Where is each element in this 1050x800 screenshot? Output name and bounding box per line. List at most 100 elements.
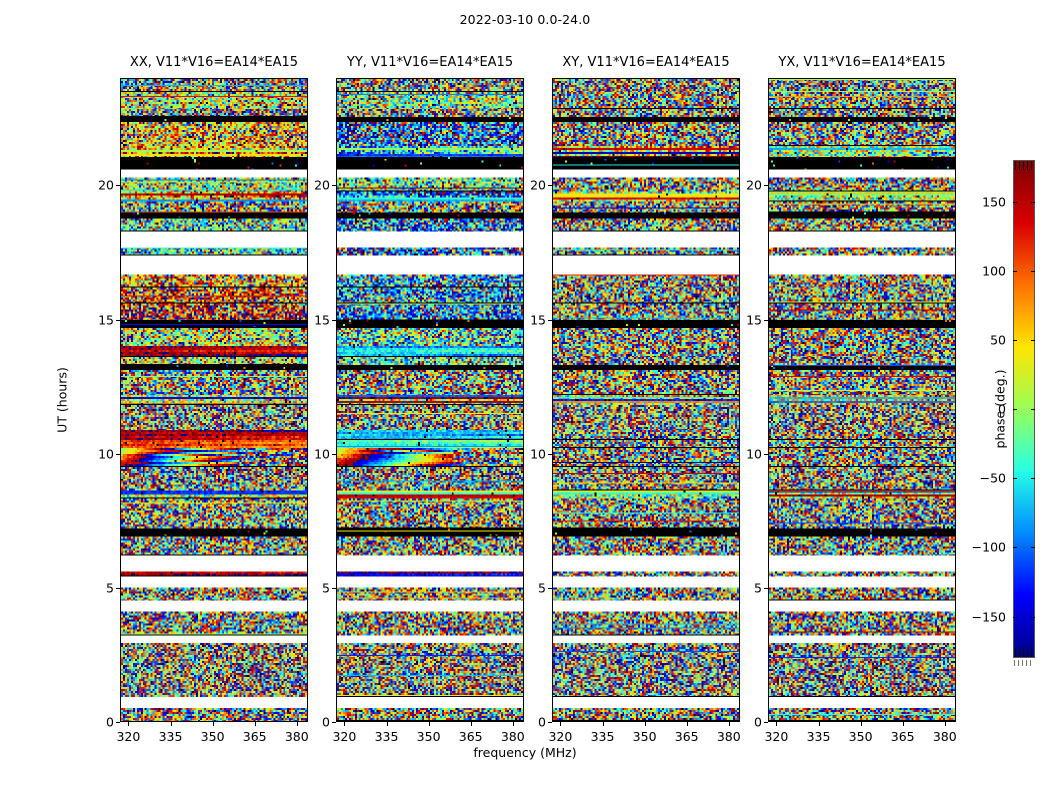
x-tick-label: 335 xyxy=(158,729,183,744)
y-tick-mark xyxy=(764,319,768,321)
colorbar-tick-mark xyxy=(1013,270,1017,272)
colorbar-under-hatch xyxy=(1015,648,1033,657)
x-tick-label: 380 xyxy=(500,729,525,744)
x-tick-label: 380 xyxy=(284,729,309,744)
x-tick-label: 365 xyxy=(890,729,915,744)
y-tick-label: 10 xyxy=(98,446,114,462)
axes-xx[interactable] xyxy=(120,78,308,722)
x-tick-mark xyxy=(170,722,172,726)
y-tick-mark xyxy=(116,587,120,589)
colorbar-bad-swatch xyxy=(1014,660,1034,666)
colorbar-tick-label: −50 xyxy=(979,470,1006,486)
colorbar-tick-label: −150 xyxy=(971,609,1006,624)
colorbar-tick-mark xyxy=(1013,547,1017,549)
x-tick-label: 350 xyxy=(848,729,873,744)
y-tick-label: 0 xyxy=(322,714,330,730)
colorbar-tick-mark xyxy=(1031,201,1035,203)
x-tick-label: 320 xyxy=(764,729,789,744)
subplot-yy: YY, V11*V16=EA14*EA15 320 335 350 365 380 0 5 1… xyxy=(314,55,525,744)
y-tick-label: 20 xyxy=(746,177,762,193)
x-tick-mark xyxy=(428,722,430,726)
y-tick-label: 5 xyxy=(322,580,330,596)
x-tick-mark xyxy=(818,722,820,726)
x-tick-label: 320 xyxy=(548,729,573,744)
x-tick-label: 335 xyxy=(806,729,831,744)
colorbar-over-hatch xyxy=(1015,161,1033,170)
x-axis-label: frequency (MHz) xyxy=(473,745,577,760)
subplot-title-yy: YY, V11*V16=EA14*EA15 xyxy=(346,55,514,70)
y-tick-label: 15 xyxy=(530,312,546,327)
y-tick-mark xyxy=(332,453,336,455)
colorbar-label: phase (deg.) xyxy=(992,369,1008,449)
subplot-xy: XY, V11*V16=EA14*EA15 320 335 350 365 380 0 5 1… xyxy=(530,55,741,744)
x-tick-mark xyxy=(560,722,562,726)
y-tick-mark xyxy=(116,722,120,723)
y-tick-mark xyxy=(116,319,120,321)
x-tick-mark xyxy=(512,722,514,726)
y-tick-label: 15 xyxy=(314,312,330,327)
x-tick-label: 335 xyxy=(374,729,399,744)
colorbar-tick-label: 100 xyxy=(982,263,1006,279)
subplot-yx: YX, V11*V16=EA14*EA15 320 335 350 365 380 0 5 1… xyxy=(746,55,957,744)
x-tick-mark xyxy=(602,722,604,726)
x-tick-mark xyxy=(944,722,946,726)
colorbar-tick-mark xyxy=(1031,270,1035,272)
y-axis-label: UT (hours) xyxy=(54,367,70,433)
y-tick-label: 0 xyxy=(754,714,762,730)
y-tick-label: 0 xyxy=(106,714,114,730)
x-tick-mark xyxy=(686,722,688,726)
y-tick-label: 0 xyxy=(538,714,546,730)
colorbar-tick-mark xyxy=(1031,339,1035,341)
y-tick-mark xyxy=(548,722,552,723)
x-tick-mark xyxy=(128,722,130,726)
x-tick-mark xyxy=(386,722,388,726)
x-tick-label: 350 xyxy=(200,729,225,744)
subplot-xx: XX, V11*V16=EA14*EA15 320 335 350 365 380 0 5 1… xyxy=(98,55,309,744)
x-tick-label: 365 xyxy=(242,729,267,744)
colorbar-tick-mark xyxy=(1031,616,1035,618)
subplot-title-yx: YX, V11*V16=EA14*EA15 xyxy=(778,55,946,70)
y-tick-mark xyxy=(332,319,336,321)
y-tick-label: 15 xyxy=(98,312,114,327)
colorbar-tick-label: −100 xyxy=(971,539,1006,555)
axes-yx[interactable] xyxy=(768,78,956,722)
y-tick-label: 5 xyxy=(106,580,114,596)
y-tick-mark xyxy=(548,453,552,455)
y-tick-mark xyxy=(764,453,768,455)
figure-suptitle: 2022-03-10 0.0-24.0 xyxy=(459,12,591,27)
y-tick-mark xyxy=(764,587,768,589)
x-tick-label: 350 xyxy=(416,729,441,744)
colorbar-tick-mark xyxy=(1031,478,1035,480)
subplot-title-xx: XX, V11*V16=EA14*EA15 xyxy=(129,55,299,70)
x-tick-label: 365 xyxy=(458,729,483,744)
y-tick-mark xyxy=(116,453,120,455)
colorbar-tick-mark xyxy=(1031,547,1035,549)
colorbar-tick-mark xyxy=(1013,616,1017,618)
colorbar[interactable]: 150 100 50 0 −50 −100 −150 xyxy=(972,160,1035,658)
y-tick-label: 10 xyxy=(746,446,762,462)
y-tick-mark xyxy=(764,722,768,723)
axes-xy[interactable] xyxy=(552,78,740,722)
x-tick-label: 380 xyxy=(716,729,741,744)
x-tick-mark xyxy=(470,722,472,726)
axes-yy[interactable] xyxy=(336,78,524,722)
colorbar-tick-label: 50 xyxy=(990,332,1006,348)
x-tick-label: 320 xyxy=(332,729,357,744)
colorbar-tick-mark xyxy=(1013,201,1017,203)
x-tick-mark xyxy=(254,722,256,726)
y-tick-label: 5 xyxy=(754,580,762,596)
x-tick-mark xyxy=(344,722,346,726)
y-tick-mark xyxy=(548,587,552,589)
colorbar-tick-mark xyxy=(1031,409,1035,410)
y-tick-mark xyxy=(548,185,552,187)
y-tick-label: 20 xyxy=(530,177,546,193)
x-tick-mark xyxy=(296,722,298,726)
x-tick-mark xyxy=(776,722,778,726)
colorbar-tick-mark xyxy=(1013,409,1017,410)
x-tick-mark xyxy=(644,722,646,726)
y-tick-label: 20 xyxy=(314,177,330,193)
y-tick-label: 15 xyxy=(746,312,762,327)
y-tick-mark xyxy=(764,185,768,187)
y-tick-mark xyxy=(332,185,336,187)
colorbar-tick-mark xyxy=(1013,478,1017,480)
